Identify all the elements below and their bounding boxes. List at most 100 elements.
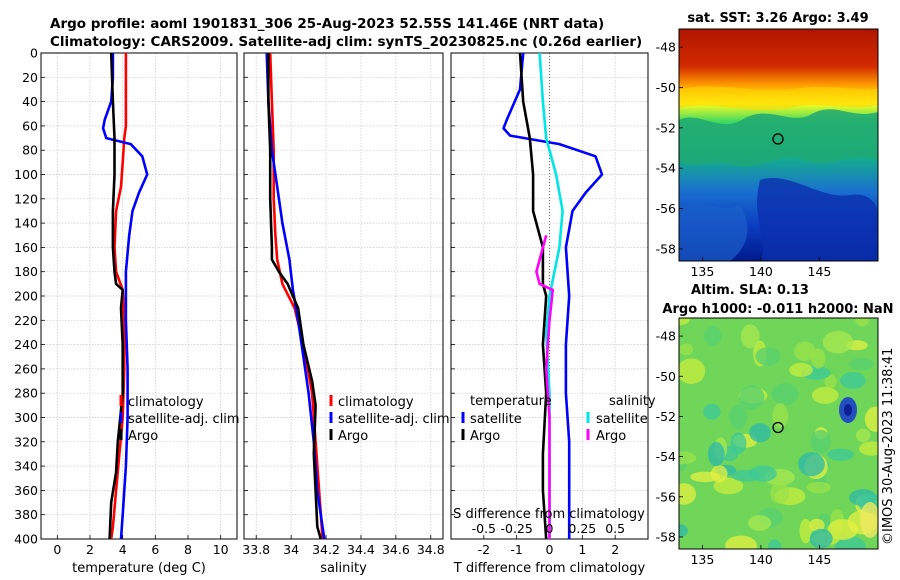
sla-map-frame bbox=[678, 317, 879, 550]
series-line-argo bbox=[267, 53, 323, 540]
y-tick-label: 360 bbox=[14, 483, 38, 498]
map-y-tick-label: -48 bbox=[656, 329, 676, 344]
sla-blob bbox=[748, 515, 772, 531]
y-tick-label: 380 bbox=[14, 507, 38, 522]
map-y-tick-label: -50 bbox=[656, 369, 676, 384]
sla-blob bbox=[794, 341, 816, 361]
x-tick-label: 2 bbox=[611, 542, 619, 557]
y-tick-label: 40 bbox=[22, 94, 38, 109]
x-tick-label: 8 bbox=[184, 542, 192, 557]
series-line-temperature-argo bbox=[518, 52, 548, 540]
sla-blob bbox=[855, 318, 870, 327]
y-tick-label: 100 bbox=[14, 167, 38, 182]
y-tick-label: 20 bbox=[22, 70, 38, 85]
sla-blob bbox=[749, 423, 771, 443]
map-x-tick-label: 135 bbox=[690, 552, 714, 567]
sla-blob bbox=[679, 318, 690, 326]
legend-label: satellite-adj. clim bbox=[128, 412, 240, 427]
sla-blob bbox=[679, 358, 706, 384]
x-tick-label: 34.2 bbox=[312, 542, 340, 557]
s-tick-label: -0.5 bbox=[472, 521, 496, 536]
legend-label: Argo bbox=[596, 429, 626, 444]
sla-blob bbox=[739, 385, 765, 410]
x-tick-label: -1 bbox=[510, 542, 522, 557]
map-y-tick-label: -54 bbox=[656, 161, 676, 176]
x-tick-label: 2 bbox=[86, 542, 94, 557]
map-x-tick-label: 140 bbox=[749, 264, 773, 279]
diff-x-axis-label: T difference from climatology bbox=[453, 561, 646, 576]
difference-panel: -2 -1 0 1 2 T difference from climatology temp… bbox=[450, 52, 656, 576]
sla-blob bbox=[770, 481, 790, 504]
sla-blob bbox=[806, 481, 831, 494]
sla-blob bbox=[772, 403, 789, 428]
y-tick-label: 180 bbox=[14, 264, 38, 279]
sla-blob bbox=[679, 343, 694, 356]
temperature-panel: 0 2 4 6 8 10 temperature (deg C) 0 20 40 60 80 100 12… bbox=[14, 46, 239, 577]
sla-blob bbox=[840, 372, 866, 389]
x-tick-label: 0 bbox=[546, 542, 554, 557]
x-tick-label: 34.6 bbox=[382, 542, 410, 557]
sla-blob bbox=[864, 406, 878, 432]
sla-blob bbox=[731, 469, 762, 482]
map-x-tick-label: 140 bbox=[749, 552, 773, 567]
credit-text: ©IMOS 30-Aug-2023 11:38:41 bbox=[881, 348, 896, 545]
s-tick-label: -0.25 bbox=[500, 521, 532, 536]
sal-x-axis-label: salinity bbox=[320, 561, 367, 576]
temp-x-axis-label: temperature (deg C) bbox=[72, 561, 206, 576]
sla-blob bbox=[824, 374, 837, 389]
sla-blob bbox=[810, 429, 831, 454]
sla-blob bbox=[767, 539, 782, 549]
sla-blob bbox=[725, 535, 757, 549]
y-tick-label: 300 bbox=[14, 410, 38, 425]
sst-map-title: sat. SST: 3.26 Argo: 3.49 bbox=[687, 11, 868, 26]
legend-label: satellite bbox=[596, 412, 648, 427]
y-tick-label: 0 bbox=[30, 46, 38, 61]
map-y-tick-label: -58 bbox=[656, 529, 676, 544]
sst-green-band bbox=[679, 109, 878, 167]
map-y-tick-label: -48 bbox=[656, 40, 676, 55]
sla-high-anomaly bbox=[860, 502, 878, 538]
sla-blob bbox=[859, 441, 878, 456]
sla-blob bbox=[856, 428, 871, 443]
x-tick-label: 10 bbox=[213, 542, 229, 557]
s-tick-label: 0 bbox=[546, 521, 554, 536]
legend-heading-salinity: salinity bbox=[609, 394, 656, 409]
sla-blobs bbox=[679, 318, 878, 549]
sla-blob bbox=[740, 324, 760, 349]
series-line-salinity-argo bbox=[535, 234, 555, 539]
x-tick-label: 1 bbox=[578, 542, 586, 557]
sla-blob bbox=[809, 518, 825, 533]
legend-label: satellite-adj. clim bbox=[338, 412, 450, 427]
s-tick-label: 0.5 bbox=[605, 521, 625, 536]
y-tick-label: 240 bbox=[14, 337, 38, 352]
salinity-panel: 33.8 34 34.2 34.4 34.6 34.8 salinity climatolog… bbox=[242, 52, 450, 576]
legend-label: climatology bbox=[128, 395, 204, 410]
argo-position-marker-sla bbox=[772, 421, 784, 434]
map-y-tick-label: -56 bbox=[656, 201, 676, 216]
y-tick-label: 160 bbox=[14, 240, 38, 255]
legend-heading-temperature: temperature bbox=[470, 394, 552, 409]
series-line-temperature-satellite bbox=[502, 52, 604, 539]
x-tick-label: 34.4 bbox=[347, 542, 375, 557]
sla-blob bbox=[809, 528, 833, 549]
sst-blue-patch bbox=[679, 202, 748, 261]
sla-blob bbox=[849, 358, 875, 371]
map-y-tick-label: -52 bbox=[656, 120, 676, 135]
legend-label: Argo bbox=[128, 429, 158, 444]
sla-blob bbox=[679, 483, 696, 505]
sla-blob bbox=[708, 441, 725, 467]
sla-blob bbox=[679, 451, 697, 465]
y-tick-label: 260 bbox=[14, 361, 38, 376]
x-tick-label: 4 bbox=[119, 542, 127, 557]
y-tick-label: 140 bbox=[14, 216, 38, 231]
sst-map-frame bbox=[678, 28, 879, 262]
temp-axes-frame bbox=[40, 52, 238, 540]
y-tick-label: 120 bbox=[14, 191, 38, 206]
sla-blob bbox=[730, 432, 747, 454]
sla-blob bbox=[704, 325, 722, 347]
map-x-tick-label: 145 bbox=[808, 264, 832, 279]
sla-map-title: Altim. SLA: 0.13 bbox=[691, 283, 809, 298]
map-y-tick-label: -56 bbox=[656, 489, 676, 504]
y-tick-label: 80 bbox=[22, 143, 38, 158]
x-tick-label: -2 bbox=[478, 542, 490, 557]
